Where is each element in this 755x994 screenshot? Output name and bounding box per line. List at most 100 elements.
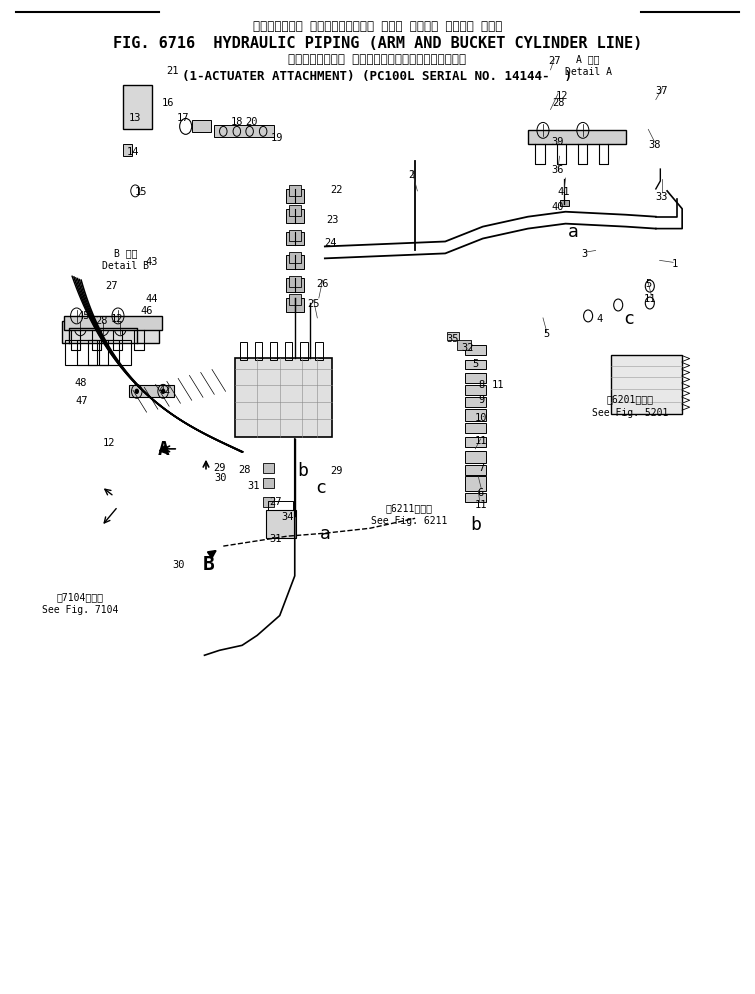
Bar [458,340,471,350]
Bar [263,463,275,473]
Bar [465,386,485,396]
Text: 5: 5 [544,328,550,338]
Text: 47: 47 [76,396,88,406]
Bar [270,342,277,360]
Text: 17: 17 [177,113,190,123]
Bar [123,85,152,130]
Text: 第7104図参照
See Fig. 7104: 第7104図参照 See Fig. 7104 [42,591,119,614]
Text: 12: 12 [110,313,123,324]
Text: 41: 41 [557,187,569,197]
Bar [285,256,304,270]
Text: 30: 30 [214,472,227,482]
Text: 28: 28 [552,97,564,107]
Text: 29: 29 [213,462,226,472]
Bar [465,345,485,355]
Bar [465,451,485,463]
Text: 2: 2 [408,170,414,180]
Text: 43: 43 [146,257,158,267]
Text: 27: 27 [548,56,560,66]
Text: 37: 37 [655,85,668,95]
Bar [465,477,485,492]
Bar [465,398,485,408]
Bar [267,511,296,539]
Text: ハイドロリック パイピング　アーム および バケット シリンダ ライン: ハイドロリック パイピング アーム および バケット シリンダ ライン [253,20,502,33]
Text: 38: 38 [648,140,661,150]
Text: 26: 26 [316,279,329,289]
Text: 36: 36 [552,165,564,175]
Text: 31: 31 [270,534,282,544]
Text: 3: 3 [581,249,587,259]
Text: c: c [624,309,634,328]
Text: 8: 8 [478,380,485,390]
Bar [235,358,332,437]
Bar [315,342,322,360]
Text: 39: 39 [552,137,564,147]
Bar [288,277,300,288]
Bar [192,121,211,133]
Text: b: b [470,516,482,534]
Bar [285,299,304,313]
Text: 第6201図参照
See Fig. 5201: 第6201図参照 See Fig. 5201 [592,395,668,417]
Bar [240,342,248,360]
Bar [263,498,275,508]
Text: 11: 11 [643,294,656,304]
Text: 4: 4 [596,313,602,324]
Text: b: b [297,461,308,479]
Text: 34: 34 [281,512,294,522]
Text: 19: 19 [271,133,284,143]
Text: 27: 27 [106,281,119,291]
Text: 5: 5 [472,358,479,368]
Text: 22: 22 [330,185,342,195]
Bar [62,321,159,343]
Text: 18: 18 [230,117,243,127]
Text: 28: 28 [95,315,108,326]
Text: 1: 1 [671,259,678,269]
Bar [88,340,119,365]
Text: 13: 13 [128,113,140,123]
Text: 14: 14 [127,147,139,157]
Text: B: B [202,555,214,574]
Bar [465,360,485,370]
Text: 10: 10 [475,413,488,422]
Bar [300,342,307,360]
Bar [255,342,263,360]
Text: 42: 42 [159,385,171,395]
Bar [448,332,459,340]
Text: c: c [316,478,326,496]
Bar [123,145,132,157]
Bar [465,465,485,475]
Text: (1-ACTUATER ATTACHMENT) (PC100L SERIAL NO. 14144-  ): (1-ACTUATER ATTACHMENT) (PC100L SERIAL N… [183,71,572,83]
Text: 11: 11 [474,500,487,510]
Text: 第6211図参照
See Fig. 6211: 第6211図参照 See Fig. 6211 [371,502,447,526]
Bar [76,340,108,365]
Text: 5: 5 [646,279,652,289]
Bar [465,374,485,384]
Bar [465,423,485,433]
Text: 11: 11 [474,435,487,445]
Text: 27: 27 [270,497,282,507]
Text: A: A [157,440,169,459]
Text: 24: 24 [324,239,337,248]
Circle shape [162,390,165,394]
Text: 46: 46 [140,305,153,316]
Text: 23: 23 [326,215,338,225]
Text: B 詳細
Detail B: B 詳細 Detail B [102,248,149,270]
Bar [528,131,626,145]
Text: 15: 15 [134,187,146,197]
Text: a: a [568,223,578,241]
Text: 32: 32 [461,342,474,352]
Text: 25: 25 [307,299,320,309]
Text: １アクチュエータ アタッチメント　　　　　適用号機: １アクチュエータ アタッチメント 適用号機 [288,54,467,67]
Bar [64,317,162,330]
Text: 28: 28 [238,464,251,474]
Bar [285,233,304,247]
Bar [285,190,304,204]
Bar [285,210,304,224]
Bar [288,253,300,264]
Text: 29: 29 [330,465,342,475]
Text: 16: 16 [162,97,174,107]
Text: FIG. 6716  HYDRAULIC PIPING (ARM AND BUCKET CYLINDER LINE): FIG. 6716 HYDRAULIC PIPING (ARM AND BUCK… [113,36,642,51]
Text: 9: 9 [478,395,485,405]
Bar [285,279,304,293]
Text: 12: 12 [556,90,568,100]
